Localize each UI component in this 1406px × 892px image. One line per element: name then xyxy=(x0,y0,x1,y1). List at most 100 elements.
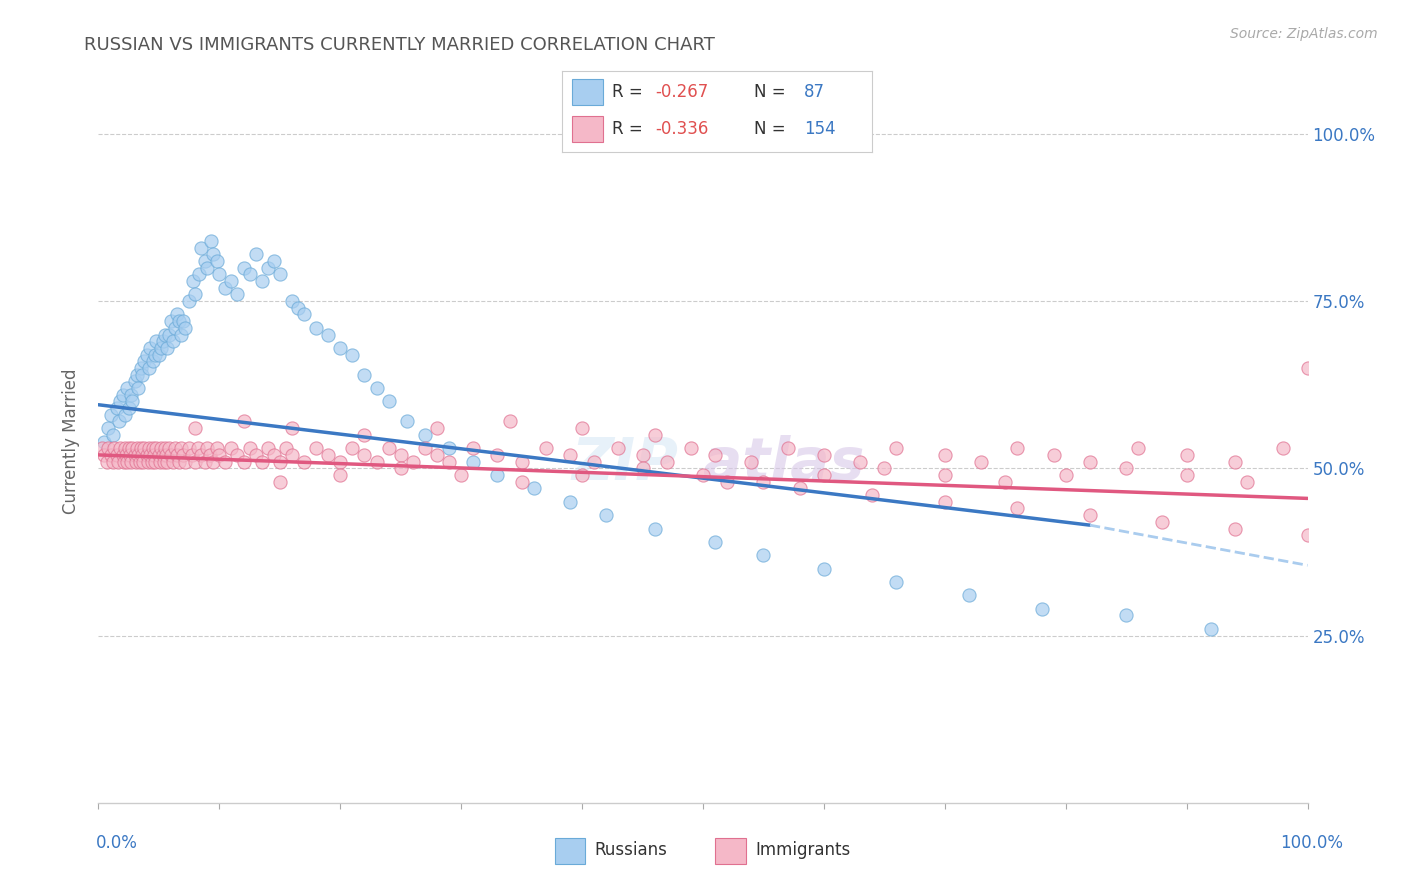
Point xyxy=(208,268,231,282)
Y-axis label: Currently Married: Currently Married xyxy=(62,368,80,515)
Point xyxy=(160,314,183,328)
Point xyxy=(245,247,267,261)
Text: R =: R = xyxy=(612,83,648,101)
Point xyxy=(1115,461,1137,475)
Point xyxy=(232,455,254,469)
Text: 0.0%: 0.0% xyxy=(96,834,138,852)
Point xyxy=(1007,501,1029,516)
Point xyxy=(114,442,136,455)
Point xyxy=(157,442,180,455)
Point xyxy=(169,455,191,469)
Point xyxy=(174,455,197,469)
Point xyxy=(486,467,509,482)
Point xyxy=(353,427,375,442)
Point xyxy=(353,448,375,462)
Text: -0.267: -0.267 xyxy=(655,83,709,101)
Point xyxy=(135,348,157,362)
Point xyxy=(129,442,152,455)
Point xyxy=(269,268,291,282)
Point xyxy=(111,387,134,401)
Point xyxy=(1296,528,1319,542)
Point xyxy=(134,354,156,368)
Point xyxy=(486,448,509,462)
Point xyxy=(250,455,273,469)
Point xyxy=(205,254,228,268)
Point xyxy=(269,475,291,489)
FancyBboxPatch shape xyxy=(572,116,603,142)
Point xyxy=(239,268,262,282)
Point xyxy=(156,341,179,355)
Point xyxy=(152,455,174,469)
Point xyxy=(143,455,166,469)
Point xyxy=(342,442,364,455)
Point xyxy=(752,548,775,563)
Point xyxy=(108,414,131,429)
Point xyxy=(100,448,122,462)
Point xyxy=(1175,467,1198,482)
Point xyxy=(118,401,141,416)
FancyBboxPatch shape xyxy=(716,838,747,863)
Point xyxy=(184,455,207,469)
Point xyxy=(105,401,128,416)
Point xyxy=(160,448,183,462)
Point xyxy=(281,448,304,462)
Point xyxy=(107,455,129,469)
Point xyxy=(103,442,125,455)
Point xyxy=(934,467,956,482)
Point xyxy=(128,455,150,469)
Point xyxy=(886,575,908,590)
Point xyxy=(105,448,128,462)
Point xyxy=(329,455,352,469)
Point xyxy=(205,442,228,455)
Point xyxy=(970,455,993,469)
Point xyxy=(1078,455,1101,469)
Point xyxy=(139,448,162,462)
Point xyxy=(121,394,143,409)
Point xyxy=(127,381,149,395)
Point xyxy=(704,448,727,462)
Point xyxy=(353,368,375,382)
Point xyxy=(692,467,714,482)
Point xyxy=(274,442,297,455)
Point xyxy=(121,442,143,455)
Point xyxy=(221,274,243,288)
Point xyxy=(1236,475,1258,489)
Point xyxy=(200,234,222,248)
Point xyxy=(118,442,141,455)
Point xyxy=(91,442,114,455)
Point xyxy=(117,381,139,395)
Point xyxy=(138,361,160,376)
Point xyxy=(1042,448,1064,462)
Point xyxy=(169,442,191,455)
Point xyxy=(1054,467,1077,482)
Point xyxy=(202,455,225,469)
Point xyxy=(112,455,135,469)
Point xyxy=(886,442,908,455)
Text: 100.0%: 100.0% xyxy=(1279,834,1343,852)
Point xyxy=(329,341,352,355)
Point xyxy=(152,334,174,349)
Point xyxy=(120,387,142,401)
Text: Russians: Russians xyxy=(595,840,668,859)
Point xyxy=(208,448,231,462)
Point xyxy=(523,482,546,496)
Point xyxy=(127,448,149,462)
Point xyxy=(413,442,436,455)
Point xyxy=(873,461,896,475)
Point xyxy=(166,307,188,322)
Point xyxy=(179,442,201,455)
Point xyxy=(127,442,149,455)
Point xyxy=(96,455,118,469)
Point xyxy=(583,455,606,469)
FancyBboxPatch shape xyxy=(554,838,585,863)
Point xyxy=(498,414,520,429)
Point xyxy=(132,455,155,469)
Point xyxy=(198,448,221,462)
Point xyxy=(366,381,388,395)
Point xyxy=(97,421,120,435)
Point xyxy=(426,448,449,462)
Point xyxy=(190,448,212,462)
Point xyxy=(142,354,165,368)
Point xyxy=(450,467,472,482)
Point xyxy=(179,294,201,309)
